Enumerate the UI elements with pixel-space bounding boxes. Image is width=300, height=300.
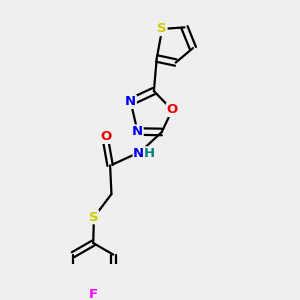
Text: F: F (89, 288, 98, 300)
Text: H: H (143, 147, 155, 160)
Text: O: O (100, 130, 112, 143)
Text: N: N (132, 125, 143, 138)
Text: S: S (89, 211, 99, 224)
Text: N: N (125, 95, 136, 108)
Text: S: S (158, 22, 167, 35)
Text: O: O (167, 103, 178, 116)
Text: N: N (133, 147, 144, 160)
